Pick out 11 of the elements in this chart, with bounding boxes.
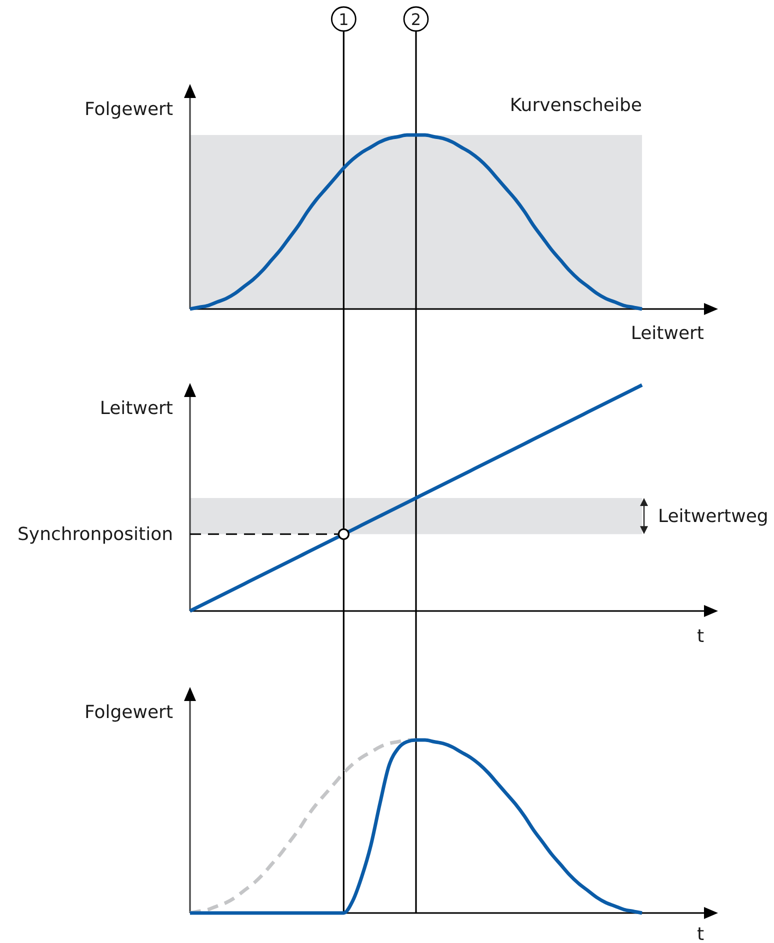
series-label: Synchronposition [17, 524, 173, 546]
band-label: Leitwertweg [658, 506, 768, 528]
x-axis-title: Leitwert [630, 323, 704, 344]
y-axis-title: Leitwert [100, 398, 173, 419]
text: 1 [338, 10, 349, 29]
text: 2 [410, 10, 422, 29]
x-axis-title: t [696, 924, 704, 943]
chart-title: Kurvenscheibe [510, 95, 642, 116]
y-axis-title: Folgewert [84, 99, 173, 120]
x-axis-title: t [696, 626, 704, 647]
y-axis-title: Folgewert [84, 702, 173, 723]
